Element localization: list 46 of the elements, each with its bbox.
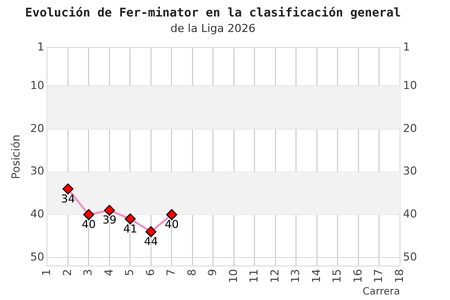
x-tick-label: 8: [185, 269, 198, 276]
x-tick-label: 3: [82, 269, 95, 276]
x-tick-label: 5: [123, 269, 136, 276]
x-tick-label: 6: [144, 269, 157, 276]
y2-tick-label: 20: [403, 122, 418, 135]
x-tick-label: 2: [60, 269, 74, 276]
y2-tick-label: 40: [403, 207, 418, 220]
y-tick-label: 40: [30, 207, 44, 220]
y2-tick-label: 1: [403, 40, 410, 54]
x-tick-label: 14: [310, 269, 323, 284]
y-tick-label: 1: [37, 40, 44, 54]
x-tick-label: 15: [330, 269, 344, 284]
x-tick-label: 16: [351, 269, 364, 284]
point: [83, 209, 94, 220]
x-tick-label: 11: [248, 269, 261, 284]
y-tick-label: 20: [30, 122, 44, 135]
data-label: 41: [123, 222, 138, 236]
point: [124, 213, 136, 224]
chart-subtitle: de la Liga 2026: [170, 22, 256, 35]
y2-tick-label: 50: [403, 250, 418, 264]
y2-tick-label: 30: [403, 164, 418, 178]
point: [145, 226, 156, 238]
x-tick-label: 7: [164, 269, 178, 276]
x-tick-label: 13: [289, 269, 302, 284]
x-tick-label: 12: [268, 269, 282, 284]
x-axis-title: Carrera: [362, 286, 400, 298]
x-tick-label: 17: [372, 269, 386, 284]
x-tick-label: 1: [40, 269, 54, 276]
point: [104, 204, 115, 216]
y-tick-label: 30: [30, 164, 44, 178]
x-tick-label: 4: [102, 269, 116, 276]
point: [166, 209, 178, 220]
y-tick-label: 50: [30, 250, 44, 264]
data-label: 34: [60, 192, 75, 206]
x-tick-label: 18: [392, 269, 406, 284]
data-label: 44: [144, 235, 158, 248]
x-tick-label: 10: [226, 269, 240, 284]
y-axis-title: Posición: [9, 134, 22, 180]
x-tick-label: 9: [206, 269, 220, 276]
y2-tick-label: 10: [403, 79, 418, 92]
point: [62, 183, 74, 194]
chart-title: Evolución de Fer-minator en la clasificación general: [25, 5, 401, 20]
data-label: 40: [82, 218, 96, 231]
data-label: 39: [102, 214, 116, 227]
data-label: 40: [164, 218, 179, 231]
y-tick-label: 10: [30, 79, 44, 92]
